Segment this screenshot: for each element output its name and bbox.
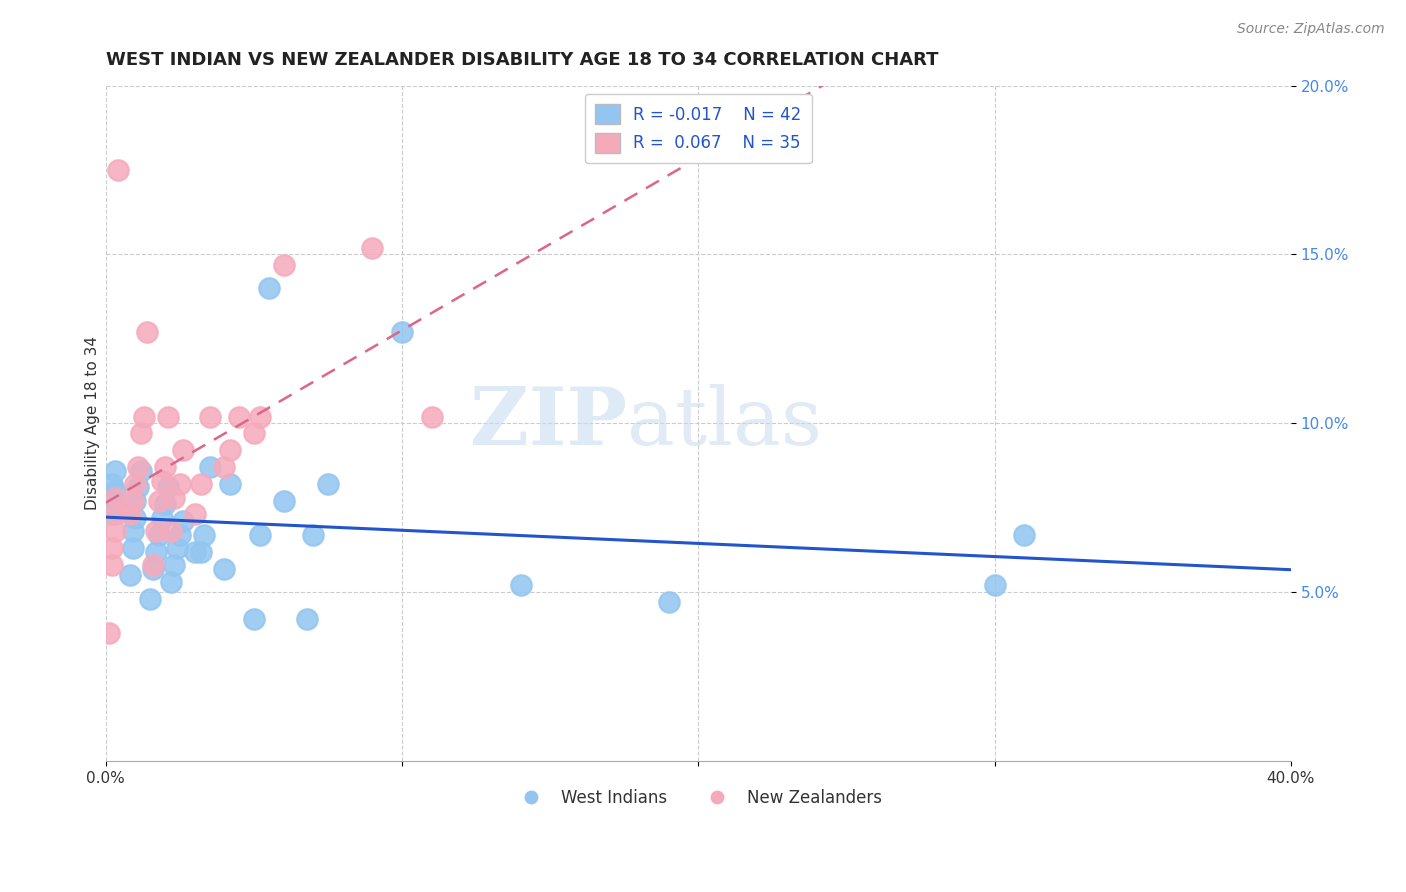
Point [228, 409, 250, 424]
Point [104, 508, 127, 522]
Point [302, 528, 325, 542]
Point [104, 491, 127, 505]
Text: WEST INDIAN VS NEW ZEALANDER DISABILITY AGE 18 TO 34 CORRELATION CHART: WEST INDIAN VS NEW ZEALANDER DISABILITY … [105, 51, 938, 69]
Point [273, 258, 295, 272]
Point [273, 494, 295, 508]
Point [169, 477, 191, 491]
Point [107, 163, 129, 178]
Point [124, 511, 146, 525]
Point [127, 460, 149, 475]
Point [1012, 528, 1035, 542]
Point [198, 409, 221, 424]
Point [101, 491, 124, 505]
Point [214, 561, 236, 575]
Point [97, 625, 120, 640]
Point [169, 528, 191, 542]
Point [124, 477, 146, 491]
Point [509, 578, 531, 592]
Point [121, 524, 143, 539]
Point [249, 409, 271, 424]
Point [127, 480, 149, 494]
Point [118, 508, 141, 522]
Point [219, 443, 242, 458]
Point [101, 508, 124, 522]
Text: Source: ZipAtlas.com: Source: ZipAtlas.com [1237, 22, 1385, 37]
Point [121, 541, 143, 556]
Point [148, 528, 170, 542]
Point [316, 477, 339, 491]
Point [148, 494, 170, 508]
Point [124, 494, 146, 508]
Point [121, 494, 143, 508]
Point [297, 612, 319, 626]
Point [160, 524, 183, 539]
Point [118, 568, 141, 582]
Point [136, 325, 159, 339]
Point [420, 409, 443, 424]
Point [160, 575, 183, 590]
Point [139, 591, 162, 606]
Legend: West Indians, New Zealanders: West Indians, New Zealanders [508, 782, 889, 814]
Point [145, 524, 167, 539]
Point [190, 544, 212, 558]
Point [214, 460, 236, 475]
Point [193, 528, 215, 542]
Point [142, 558, 165, 573]
Point [101, 541, 124, 556]
Point [166, 541, 188, 556]
Point [150, 474, 173, 488]
Text: atlas: atlas [627, 384, 823, 462]
Point [150, 511, 173, 525]
Point [131, 464, 153, 478]
Point [157, 480, 180, 494]
Point [145, 544, 167, 558]
Point [361, 241, 384, 255]
Point [163, 558, 186, 573]
Point [134, 409, 156, 424]
Point [219, 477, 242, 491]
Point [983, 578, 1005, 592]
Point [163, 491, 186, 505]
Point [391, 325, 413, 339]
Text: ZIP: ZIP [470, 384, 627, 462]
Point [157, 409, 180, 424]
Point [658, 595, 681, 609]
Point [172, 514, 194, 528]
Point [257, 281, 280, 295]
Point [101, 558, 124, 573]
Point [190, 477, 212, 491]
Point [104, 464, 127, 478]
Point [172, 443, 194, 458]
Point [249, 528, 271, 542]
Y-axis label: Disability Age 18 to 34: Disability Age 18 to 34 [86, 336, 100, 510]
Point [131, 426, 153, 441]
Point [101, 477, 124, 491]
Point [104, 524, 127, 539]
Point [142, 561, 165, 575]
Point [198, 460, 221, 475]
Point [243, 426, 266, 441]
Point [183, 508, 205, 522]
Point [153, 497, 176, 511]
Point [104, 483, 127, 498]
Point [243, 612, 266, 626]
Point [183, 544, 205, 558]
Point [153, 460, 176, 475]
